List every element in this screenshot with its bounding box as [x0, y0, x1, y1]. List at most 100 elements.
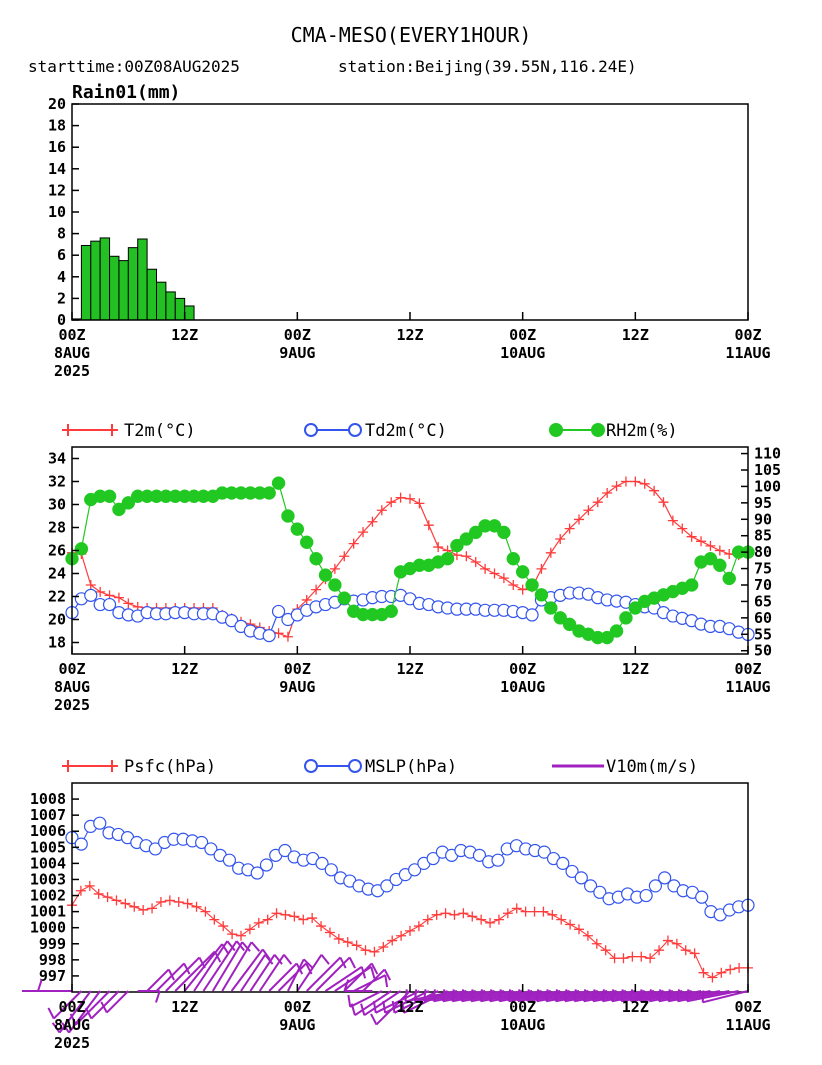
mslp-point — [583, 879, 598, 893]
t2m-point — [639, 478, 650, 489]
psfc-point — [93, 888, 104, 899]
wind-barb — [287, 958, 305, 992]
psfc-point — [654, 945, 665, 956]
psfc-point — [173, 896, 184, 907]
left-y-tick-label: 28 — [48, 519, 66, 537]
wind-barb-flag — [629, 989, 634, 1002]
td2m-point — [102, 597, 117, 612]
wind-barb — [296, 954, 323, 992]
y-tick-label: 8 — [57, 225, 66, 243]
x-tick-label: 00Z — [509, 998, 536, 1016]
x-tick-label: 12Z — [622, 660, 649, 678]
wind-barb-flag — [370, 1013, 378, 1026]
x-tick-label: 00Z — [58, 660, 85, 678]
mslp-point — [324, 863, 338, 877]
psfc-point — [565, 919, 576, 930]
x-tick-date-label: 9AUG — [279, 1016, 315, 1034]
rh2m-point — [619, 611, 633, 625]
rain-bar — [127, 247, 139, 321]
psfc-point — [422, 914, 433, 925]
wind-barb — [363, 990, 402, 1017]
x-tick-label: 00Z — [509, 660, 536, 678]
wind-barb-flag — [264, 954, 274, 965]
legend-marker — [106, 760, 118, 772]
wind-barb — [230, 948, 264, 992]
psfc-point — [102, 892, 113, 903]
v10m-legend-label: V10m(m/s) — [606, 757, 698, 777]
x-tick-year-label: 2025 — [54, 362, 90, 380]
psfc-point — [244, 924, 255, 935]
wind-barb-flag — [347, 994, 352, 1007]
wind-barb-flag — [85, 1007, 93, 1020]
right-y-tick-label: 70 — [754, 576, 772, 594]
y-tick-label: 999 — [39, 935, 66, 953]
x-tick-date-label: 9AUG — [279, 344, 315, 362]
wind-barb-flag — [283, 954, 293, 965]
wind-barb-flag — [517, 989, 521, 1002]
y-tick-label: 18 — [48, 117, 66, 135]
wind-barb — [165, 956, 201, 992]
psfc-point — [218, 921, 229, 932]
wind-barb-flag — [382, 1000, 387, 1013]
x-tick-label: 12Z — [622, 326, 649, 344]
rh2m-point — [450, 538, 464, 553]
rh2m-point — [684, 578, 699, 592]
t2m-point — [414, 498, 425, 509]
wind-barb-flag — [51, 1022, 61, 1034]
t2m-point — [339, 551, 350, 562]
psfc-point — [227, 929, 238, 940]
wind-barb-flag — [413, 989, 418, 1002]
mslp-point — [93, 816, 107, 830]
t2m-point — [555, 534, 566, 544]
psfc-point — [636, 951, 647, 962]
wind-barb — [306, 956, 342, 992]
x-tick-date-label: 10AUG — [500, 678, 545, 696]
left-y-tick-label: 18 — [48, 634, 66, 652]
start-time-label: starttime:00Z08AUG2025 — [28, 57, 240, 76]
rh2m-point — [271, 476, 286, 490]
mslp-point — [472, 848, 487, 862]
t2m-point — [480, 563, 491, 574]
mslp-point — [537, 845, 551, 859]
psfc-point — [716, 967, 727, 978]
psfc-point — [129, 901, 140, 912]
left-y-tick-label: 30 — [48, 496, 66, 514]
psfc-point — [378, 941, 389, 952]
td2m-point — [525, 608, 539, 622]
wind-barb — [211, 941, 244, 992]
rh2m-point — [628, 601, 643, 615]
left-y-tick-label: 22 — [48, 588, 66, 606]
t2m-point — [85, 580, 96, 590]
rh2m-point — [459, 532, 474, 546]
rain-bar — [80, 244, 92, 321]
y-tick-label: 1006 — [30, 822, 66, 840]
wind-barb — [564, 990, 617, 1003]
mslp-point — [250, 866, 264, 880]
psfc-point — [529, 906, 540, 917]
psfc-point — [209, 914, 220, 925]
t2m-point — [705, 540, 716, 551]
wind-barb — [649, 990, 702, 1003]
wind-barb — [324, 965, 363, 992]
rh2m-point — [440, 551, 455, 566]
wind-barb-flag — [360, 1003, 366, 1016]
x-tick-date-label: 9AUG — [279, 678, 315, 696]
psfc-point — [467, 911, 478, 922]
mslp-point — [648, 879, 662, 893]
t2m-point — [282, 631, 293, 642]
wind-barb-flag — [404, 989, 408, 1002]
t2m-point — [574, 514, 584, 525]
wind-barb-flag — [250, 941, 261, 952]
rh2m-point — [384, 604, 398, 619]
x-tick-label: 00Z — [58, 326, 85, 344]
legend-marker — [549, 423, 563, 437]
psfc-point — [138, 905, 149, 916]
wind-barb — [277, 962, 307, 992]
right-y-tick-label: 110 — [754, 445, 781, 463]
wind-barb-flag — [498, 989, 502, 1002]
wind-barb-flag — [226, 940, 236, 952]
psfc-legend-label: Psfc(hPa) — [124, 757, 216, 777]
wind-barb-flag — [350, 1003, 356, 1016]
x-tick-label: 12Z — [171, 326, 198, 344]
